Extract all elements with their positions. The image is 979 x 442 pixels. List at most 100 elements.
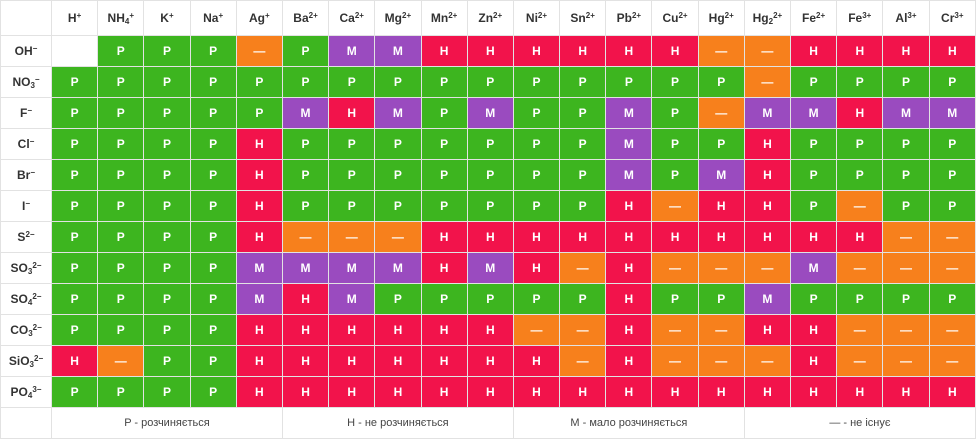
anion-symbol: SO bbox=[10, 292, 28, 306]
anion-symbol: SiO bbox=[8, 354, 30, 368]
solubility-cell: P bbox=[189, 128, 237, 160]
cation-symbol: Cr bbox=[941, 11, 955, 25]
cation-header: Hg22+ bbox=[743, 0, 792, 36]
solubility-cell: P bbox=[50, 66, 99, 98]
cation-header: Sn2+ bbox=[559, 0, 607, 36]
solubility-cell: P bbox=[235, 66, 283, 98]
cation-header: Al3+ bbox=[882, 0, 930, 36]
solubility-cell: H bbox=[743, 221, 792, 253]
solubility-cell: — bbox=[882, 314, 930, 346]
cation-symbol: Ba bbox=[293, 11, 309, 25]
solubility-cell: P bbox=[143, 159, 191, 191]
anion-row: CO32− P P P P H H H H H H — — H — — H H — — — bbox=[0, 314, 977, 346]
solubility-cell: P bbox=[651, 159, 699, 191]
solubility-cell: H bbox=[605, 190, 653, 222]
solubility-cell: — bbox=[697, 97, 745, 129]
anion-symbol: OH bbox=[14, 44, 33, 58]
cation-symbol: Ni bbox=[525, 11, 538, 25]
legend-soluble: P - розчиняється bbox=[51, 407, 283, 439]
solubility-cell: P bbox=[882, 283, 930, 315]
solubility-cell: H bbox=[605, 221, 653, 253]
solubility-cell: P bbox=[651, 97, 699, 129]
cation-charge: 2+ bbox=[537, 11, 548, 20]
solubility-cell: M bbox=[743, 97, 792, 129]
solubility-cell: M bbox=[328, 252, 376, 284]
anion-charge: − bbox=[27, 106, 32, 115]
solubility-cell: — bbox=[836, 190, 884, 222]
anion-header: NO3− bbox=[0, 66, 52, 98]
cation-subscript: 2 bbox=[768, 17, 774, 26]
solubility-cell: H bbox=[374, 345, 422, 377]
solubility-cell: H bbox=[466, 376, 514, 408]
solubility-cell: H bbox=[466, 314, 514, 346]
cation-subscript: 4 bbox=[124, 17, 130, 26]
cation-symbol: K bbox=[160, 11, 169, 25]
solubility-cell: H bbox=[374, 314, 422, 346]
cation-charge: + bbox=[265, 11, 270, 20]
cation-symbol: Fe bbox=[802, 11, 817, 25]
cation-header: Ca2+ bbox=[328, 0, 376, 36]
solubility-cell: H bbox=[743, 314, 792, 346]
solubility-cell: P bbox=[50, 314, 99, 346]
cation-header: Ag+ bbox=[235, 0, 283, 36]
cation-charge: 3+ bbox=[954, 11, 964, 20]
solubility-cell: P bbox=[281, 159, 330, 191]
cation-charge: 2+ bbox=[448, 11, 458, 20]
solubility-cell: H bbox=[281, 345, 330, 377]
solubility-cell: M bbox=[697, 159, 745, 191]
solubility-cell: P bbox=[928, 159, 977, 191]
solubility-cell: P bbox=[143, 35, 191, 67]
anion-charge: 2− bbox=[32, 323, 42, 332]
solubility-cell: M bbox=[466, 97, 514, 129]
solubility-cell: P bbox=[559, 97, 607, 129]
solubility-cell: — bbox=[697, 35, 745, 67]
solubility-cell: — bbox=[928, 221, 977, 253]
solubility-cell: — bbox=[697, 252, 745, 284]
solubility-cell: — bbox=[235, 35, 283, 67]
cation-charge: 3+ bbox=[907, 11, 917, 20]
solubility-cell: H bbox=[50, 345, 99, 377]
solubility-cell: — bbox=[651, 190, 699, 222]
solubility-cell: H bbox=[466, 345, 514, 377]
legend-insoluble: H - не розчиняється bbox=[281, 407, 514, 439]
solubility-cell: — bbox=[512, 314, 561, 346]
solubility-cell: P bbox=[143, 345, 191, 377]
solubility-cell: P bbox=[143, 283, 191, 315]
solubility-cell: H bbox=[928, 35, 977, 67]
anion-symbol: I bbox=[21, 199, 26, 213]
solubility-cell: H bbox=[235, 221, 283, 253]
solubility-cell: P bbox=[328, 159, 376, 191]
solubility-cell: — bbox=[743, 35, 792, 67]
solubility-cell: H bbox=[605, 35, 653, 67]
solubility-cell: P bbox=[189, 159, 237, 191]
solubility-cell: P bbox=[420, 283, 468, 315]
anion-subscript: 3 bbox=[27, 267, 33, 276]
solubility-cell: P bbox=[235, 97, 283, 129]
anion-header: I− bbox=[0, 190, 52, 222]
cation-header: Pb2+ bbox=[605, 0, 653, 36]
solubility-cell: H bbox=[789, 221, 838, 253]
solubility-cell: P bbox=[50, 128, 99, 160]
solubility-cell: M bbox=[374, 35, 422, 67]
solubility-cell: P bbox=[143, 128, 191, 160]
cation-symbol: Hg bbox=[708, 11, 725, 25]
anion-symbol: Cl bbox=[17, 137, 30, 151]
solubility-cell: — bbox=[928, 252, 977, 284]
anion-symbol: CO bbox=[10, 323, 29, 337]
solubility-cell: — bbox=[328, 221, 376, 253]
solubility-cell: P bbox=[97, 35, 145, 67]
anion-charge: 2− bbox=[32, 292, 42, 301]
anion-symbol: NO bbox=[12, 75, 31, 89]
solubility-cell: P bbox=[328, 128, 376, 160]
solubility-cell: P bbox=[374, 190, 422, 222]
solubility-cell: P bbox=[50, 376, 99, 408]
solubility-cell: P bbox=[374, 128, 422, 160]
solubility-cell: P bbox=[97, 252, 145, 284]
anion-row: SO42− P P P P M H M P P P P P H P P M P P P P bbox=[0, 283, 977, 315]
cation-header: Ba2+ bbox=[281, 0, 330, 36]
cation-header: Mn2+ bbox=[420, 0, 468, 36]
solubility-cell: H bbox=[512, 221, 561, 253]
solubility-cell: P bbox=[512, 97, 561, 129]
cation-charge: 2+ bbox=[354, 11, 364, 20]
